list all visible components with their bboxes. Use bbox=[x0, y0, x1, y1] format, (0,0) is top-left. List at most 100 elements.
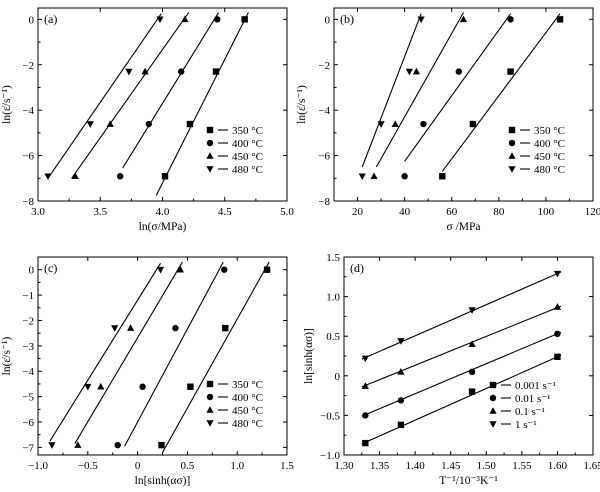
legend-marker bbox=[206, 393, 214, 401]
x-tick-label: 1.30 bbox=[334, 460, 354, 472]
plot-frame bbox=[333, 7, 594, 202]
x-tick-label: 1.35 bbox=[370, 460, 390, 472]
legend-label: 450 °C bbox=[232, 151, 263, 163]
legend-label: 350 °C bbox=[232, 125, 263, 137]
series-2 bbox=[361, 330, 562, 419]
x-tick-label: 1.40 bbox=[406, 460, 426, 472]
data-point bbox=[212, 68, 220, 75]
y-tick-label: 0.5 bbox=[326, 331, 340, 343]
data-point bbox=[241, 16, 248, 23]
y-tick-label: −2 bbox=[318, 60, 330, 72]
x-tick-label: 1.65 bbox=[583, 460, 600, 472]
data-point bbox=[221, 266, 228, 273]
data-point bbox=[556, 16, 564, 23]
fit-line bbox=[124, 261, 224, 447]
data-point bbox=[405, 68, 413, 76]
y-tick-label: −3 bbox=[22, 341, 34, 353]
legend-label: 400 °C bbox=[534, 138, 565, 150]
data-point bbox=[361, 382, 369, 389]
panel-label: (b) bbox=[340, 12, 354, 26]
legend-label: 400 °C bbox=[232, 138, 263, 150]
x-tick-label: 1.45 bbox=[441, 460, 461, 472]
panel-label: (a) bbox=[44, 12, 57, 26]
legend-label: 480 °C bbox=[232, 164, 263, 176]
data-point bbox=[553, 270, 562, 278]
legend-label: 480 °C bbox=[232, 418, 263, 430]
chart-panel-3: −1.0 −0.5 0 0.5 1.0 1.5 −7 −6 −5 −4 −3 −2 −1 0 ln[sinh… bbox=[1, 256, 294, 487]
x-tick-label: 20 bbox=[352, 206, 364, 218]
series-1 bbox=[155, 12, 249, 196]
data-point bbox=[141, 67, 149, 75]
legend-label: 0.1 s⁻¹ bbox=[515, 406, 545, 418]
data-point bbox=[156, 266, 165, 274]
legend-marker bbox=[508, 152, 516, 159]
fit-line bbox=[361, 354, 562, 445]
y-axis-title: ln(ε̇/s⁻¹) bbox=[296, 85, 308, 124]
data-point bbox=[158, 441, 165, 449]
data-point bbox=[222, 324, 229, 332]
data-point bbox=[455, 68, 462, 75]
data-point bbox=[116, 173, 124, 180]
y-axis-title: ln(ε̇/s⁻¹) bbox=[1, 85, 13, 124]
y-tick-label: −1 bbox=[22, 290, 34, 302]
x-tick-label: 4.0 bbox=[156, 206, 170, 218]
series-1 bbox=[158, 261, 271, 453]
data-point bbox=[391, 120, 399, 127]
data-point bbox=[48, 442, 56, 449]
fit-line bbox=[162, 261, 270, 453]
x-tick-label: −0.5 bbox=[78, 460, 98, 472]
x-tick-label: 100 bbox=[538, 206, 555, 218]
data-point bbox=[74, 441, 82, 448]
data-point bbox=[397, 397, 405, 404]
series-1 bbox=[361, 353, 562, 447]
data-point bbox=[106, 120, 114, 127]
legend-marker bbox=[489, 394, 497, 402]
legend-marker bbox=[489, 407, 497, 414]
legend-marker bbox=[206, 139, 214, 147]
data-point bbox=[97, 382, 105, 390]
series-4 bbox=[358, 13, 425, 181]
data-point bbox=[139, 383, 146, 390]
data-point bbox=[263, 266, 271, 273]
x-tick-label: 0.5 bbox=[181, 460, 195, 472]
x-tick-label: 1.55 bbox=[512, 460, 532, 472]
x-tick-label: 120 bbox=[585, 206, 600, 218]
fit-line bbox=[361, 271, 562, 360]
series-3 bbox=[361, 303, 562, 389]
legend-label: 450 °C bbox=[534, 151, 565, 163]
legend-marker bbox=[206, 126, 214, 134]
fit-line bbox=[441, 13, 561, 172]
data-point bbox=[468, 368, 476, 376]
x-tick-label: 1.60 bbox=[548, 460, 568, 472]
fit-line bbox=[361, 331, 562, 417]
legend-label: 350 °C bbox=[534, 125, 565, 137]
data-point bbox=[125, 68, 133, 76]
data-point bbox=[186, 120, 194, 128]
series-2 bbox=[114, 261, 228, 449]
legend-marker bbox=[206, 380, 214, 388]
data-point bbox=[439, 173, 446, 180]
data-point bbox=[401, 173, 408, 180]
legend-label: 350 °C bbox=[232, 379, 263, 391]
data-point bbox=[468, 307, 476, 314]
y-tick-label: 0 bbox=[29, 265, 35, 277]
data-point bbox=[71, 172, 79, 180]
y-tick-label: −4 bbox=[22, 105, 34, 117]
series-4 bbox=[361, 270, 562, 363]
legend-marker bbox=[508, 126, 516, 134]
series-2 bbox=[116, 12, 221, 180]
legend-marker bbox=[508, 139, 516, 147]
fit-line bbox=[74, 261, 183, 444]
fit-line bbox=[404, 13, 512, 162]
data-point bbox=[468, 340, 476, 347]
fit-line bbox=[361, 13, 422, 168]
fit-line bbox=[49, 263, 161, 442]
chart-panel-2: 20 40 60 80 100 120 −8 −6 −4 −2 0 σ /MPa ln(ε̇/s⁻¹) (… bbox=[296, 7, 600, 233]
data-point bbox=[377, 121, 385, 128]
x-tick-label: −1.0 bbox=[28, 460, 48, 472]
x-axis-title: ln[sinh(ασ)] bbox=[135, 475, 191, 487]
y-axis-title: ln(ε̇/s⁻¹) bbox=[1, 337, 13, 376]
